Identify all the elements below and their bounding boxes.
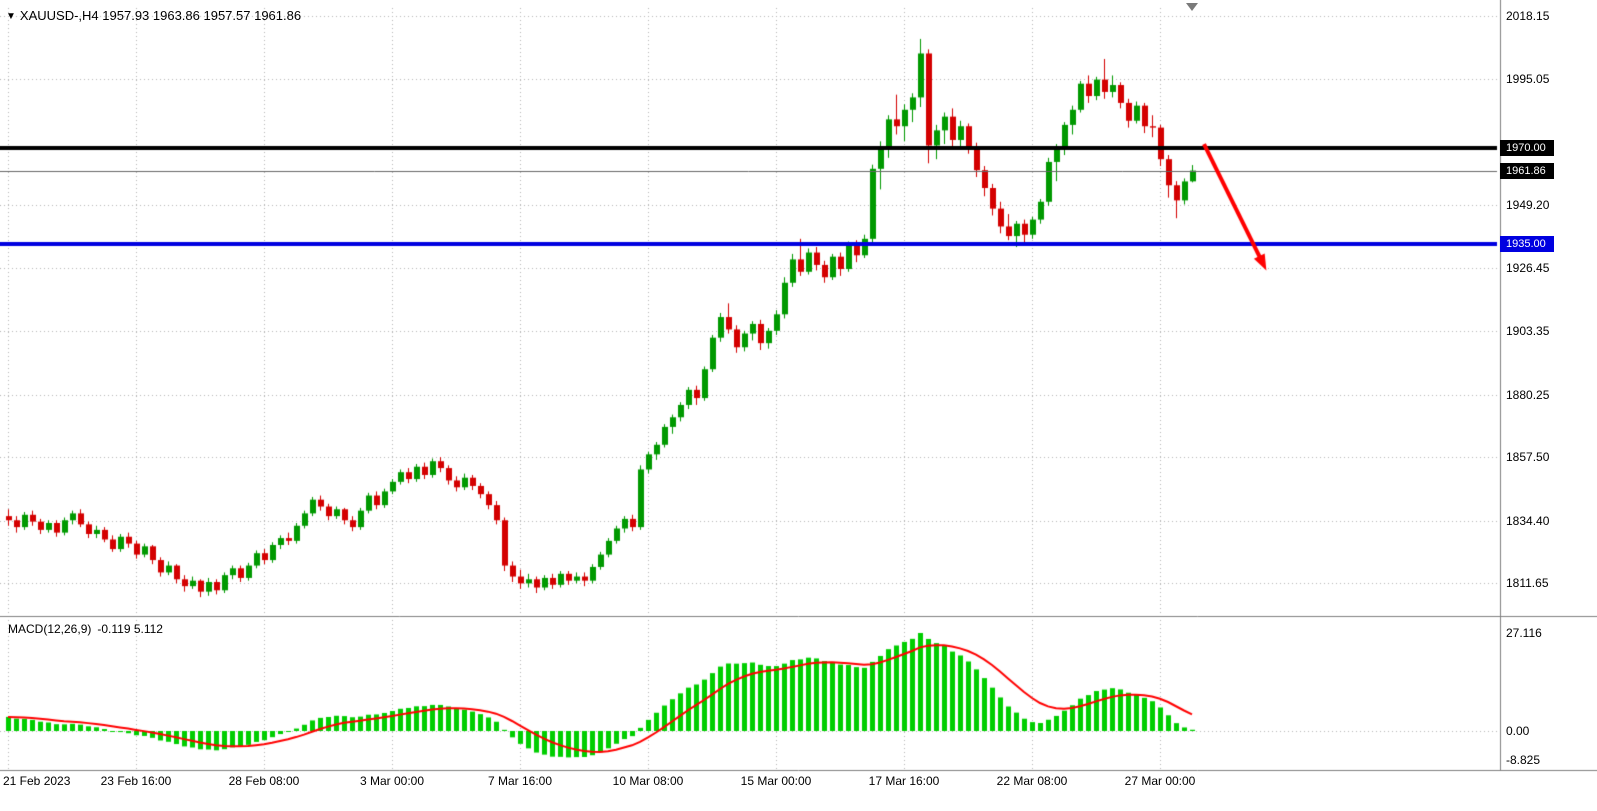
price-tick-label: 1880.25 (1506, 388, 1550, 402)
time-tick-label: 10 Mar 08:00 (612, 774, 684, 788)
ohlc-readout: 1957.93 1963.86 1957.57 1961.86 (102, 8, 302, 23)
symbol-timeframe-label: XAUUSD-,H4 (19, 8, 99, 23)
price-tick-label: 1834.40 (1506, 514, 1550, 528)
price-tick-label: 1857.50 (1506, 450, 1550, 464)
price-tick-label: 1926.45 (1506, 261, 1550, 275)
time-tick-label: 23 Feb 16:00 (100, 774, 172, 788)
chart-title: ▼ XAUUSD-,H4 1957.93 1963.86 1957.57 1961… (6, 8, 301, 23)
macd-tick-label: 27.116 (1506, 626, 1542, 640)
price-tick-label: 1949.20 (1506, 198, 1550, 212)
time-tick-label: 28 Feb 08:00 (228, 774, 300, 788)
time-tick-label: 15 Mar 00:00 (740, 774, 812, 788)
price-tick-label: 2018.15 (1506, 9, 1550, 23)
price-tick-label: 1995.05 (1506, 72, 1550, 86)
hline-price-badge: 1935.00 (1500, 236, 1554, 252)
macd-tick-label: -8.825 (1506, 753, 1541, 767)
price-tick-label: 1811.65 (1506, 576, 1549, 590)
time-tick-label: 21 Feb 2023 (3, 774, 71, 788)
time-tick-label: 22 Mar 08:00 (996, 774, 1068, 788)
current-price-badge: 1961.86 (1500, 163, 1554, 179)
time-axis[interactable]: 21 Feb 2023 23 Feb 16:00 28 Feb 08:00 3 Mar… (0, 772, 1597, 796)
chart-shift-marker-icon (1186, 3, 1198, 11)
macd-axis[interactable]: 27.116 0.00 -8.825 (1500, 618, 1597, 770)
symbol-marker-icon: ▼ (6, 11, 16, 22)
macd-name: MACD(12,26,9) (8, 622, 92, 636)
time-tick-label: 3 Mar 00:00 (359, 774, 425, 788)
time-tick-label: 17 Mar 16:00 (868, 774, 940, 788)
time-tick-label: 7 Mar 16:00 (487, 774, 553, 788)
price-tick-label: 1903.35 (1506, 324, 1550, 338)
time-tick-label: 27 Mar 00:00 (1124, 774, 1196, 788)
macd-tick-label: 0.00 (1506, 724, 1530, 738)
hline-price-badge: 1970.00 (1500, 140, 1554, 156)
macd-values: -0.119 5.112 (97, 622, 163, 636)
macd-indicator-label: MACD(12,26,9) -0.119 5.112 (8, 622, 169, 636)
price-axis[interactable]: 2018.15 1995.05 1949.20 1926.45 1903.35 1880.… (1500, 0, 1597, 770)
